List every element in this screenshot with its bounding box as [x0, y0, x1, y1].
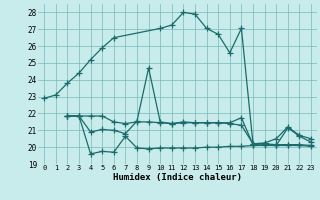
X-axis label: Humidex (Indice chaleur): Humidex (Indice chaleur) — [113, 173, 242, 182]
